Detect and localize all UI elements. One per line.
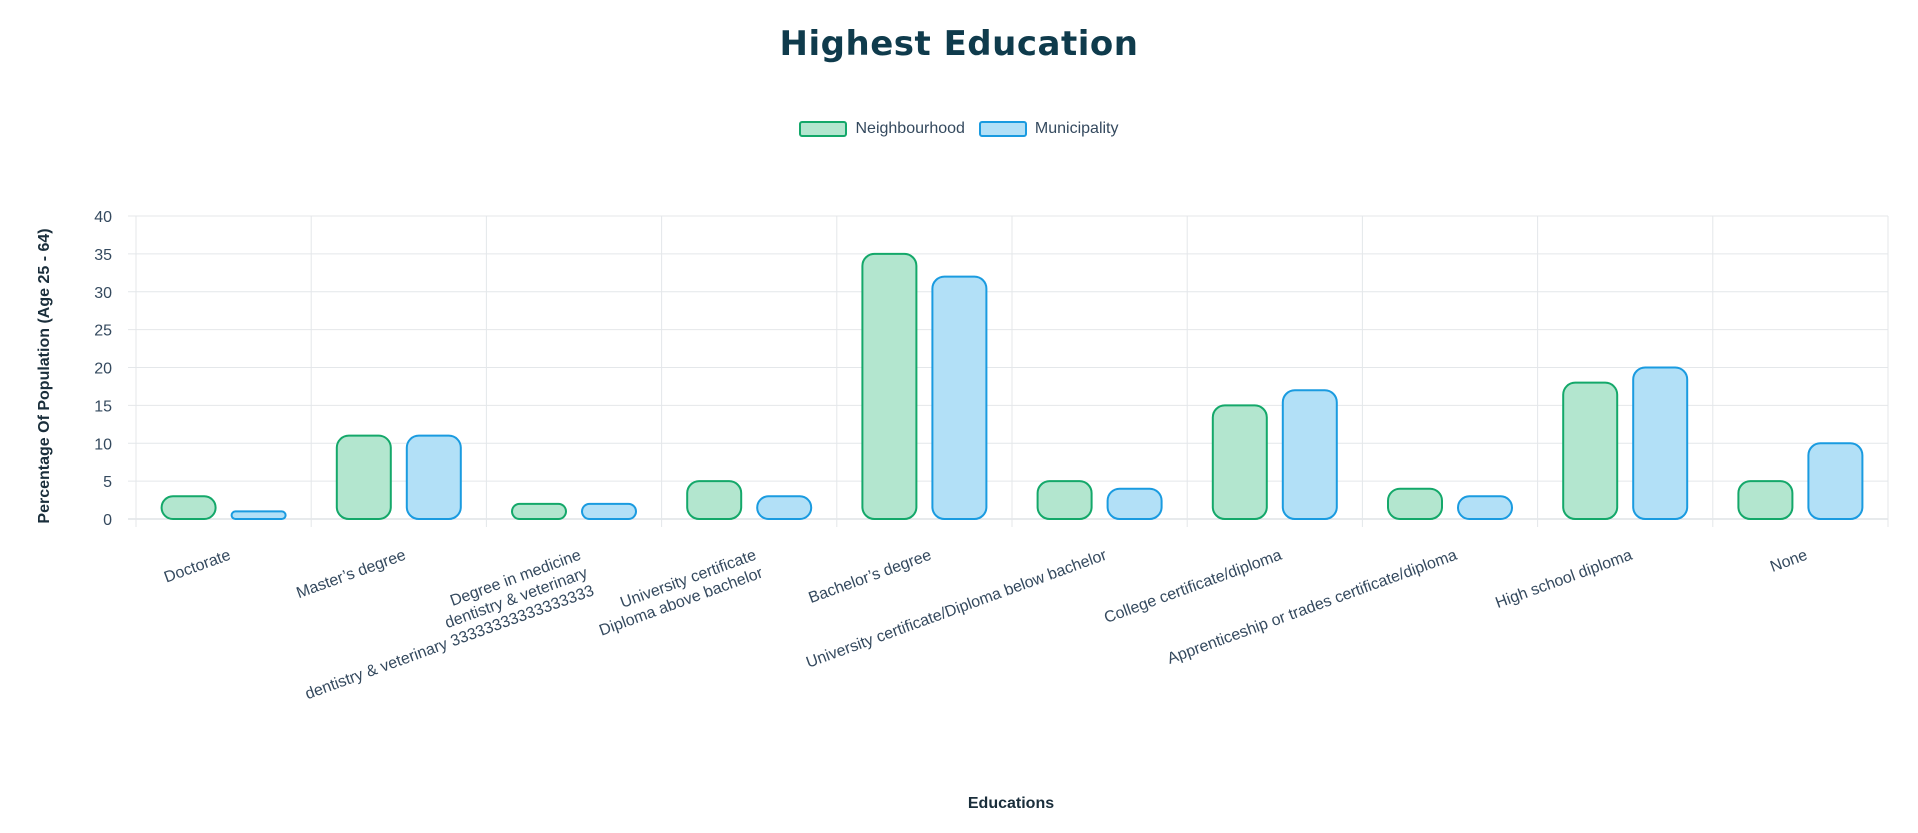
legend-label-municipality: Municipality [1034,120,1119,137]
bar-municipality[interactable] [756,495,813,520]
x-tick-label-line: University certificate/Diploma below bac… [804,547,1110,672]
y-tick-label: 5 [103,474,112,491]
legend-swatch-neighbourhood [799,121,848,137]
y-tick-label: 15 [94,398,112,415]
bars [160,252,1864,521]
bar-neighbourhood[interactable] [1036,480,1093,520]
bar-neighbourhood[interactable] [1211,404,1268,520]
bar-municipality[interactable] [405,434,462,520]
x-tick-label: Apprenticeship or trades certificate/dip… [1165,547,1459,668]
x-tick-label: Bachelor’s degree [806,547,933,607]
y-axis-title: Percentage Of Population (Age 25 - 64) [36,228,53,523]
x-tick-label: Master’s degree [294,547,408,602]
y-tick-label: 40 [94,209,112,226]
x-tick-label-line: Master’s degree [294,547,408,602]
x-tick-label: None [1768,547,1810,576]
x-tick-label-line: College certificate/diploma [1102,547,1284,627]
y-tick-label: 0 [103,512,112,529]
x-tick-label: High school diploma [1493,547,1634,612]
chart-title: Highest Education [779,24,1139,64]
bar-municipality[interactable] [931,275,988,520]
x-tick-label: University certificate/Diploma below bac… [804,547,1110,672]
bar-neighbourhood[interactable] [1387,487,1443,521]
y-tick-label: 20 [94,361,112,378]
bar-neighbourhood[interactable] [861,252,918,520]
bar-municipality[interactable] [230,510,287,520]
bar-neighbourhood[interactable] [1737,480,1794,520]
x-tick-label: College certificate/diploma [1102,547,1284,627]
y-tick-label: 25 [94,323,112,340]
grid [128,215,1889,527]
bar-municipality[interactable] [1807,442,1864,520]
bar-neighbourhood[interactable] [511,502,567,521]
bar-municipality[interactable] [581,502,637,521]
legend-item-neighbourhood[interactable]: Neighbourhood [799,120,965,138]
bar-neighbourhood[interactable] [686,480,743,520]
legend-swatch-municipality [978,121,1027,137]
bar-neighbourhood[interactable] [1562,381,1619,520]
bar-neighbourhood[interactable] [335,434,392,520]
x-tick-label-line: Apprenticeship or trades certificate/dip… [1165,547,1459,668]
y-tick-label: 30 [94,285,112,302]
y-tick-label: 10 [94,436,112,453]
y-axis-ticks: 0 5 10 15 20 25 30 35 40 [94,209,112,529]
bar-municipality[interactable] [1457,495,1513,520]
x-tick-label-line: None [1768,547,1810,576]
y-tick-label: 35 [94,247,112,264]
x-tick-label-line: High school diploma [1493,547,1634,612]
legend: Neighbourhood Municipality [0,120,1918,138]
bar-municipality[interactable] [1106,487,1163,521]
legend-item-municipality[interactable]: Municipality [978,120,1119,138]
x-axis-labels: Doctorate Master’s degree Degree in medici… [162,547,1810,704]
x-axis-title: Educations [968,795,1054,812]
legend-label-neighbourhood: Neighbourhood [855,120,965,137]
bar-municipality[interactable] [1281,389,1338,520]
x-tick-label: Doctorate [162,547,233,587]
bar-municipality[interactable] [1632,366,1689,520]
x-tick-label-line: Bachelor’s degree [806,547,933,607]
bar-neighbourhood[interactable] [160,495,217,520]
x-tick-label-line: Doctorate [162,547,233,587]
